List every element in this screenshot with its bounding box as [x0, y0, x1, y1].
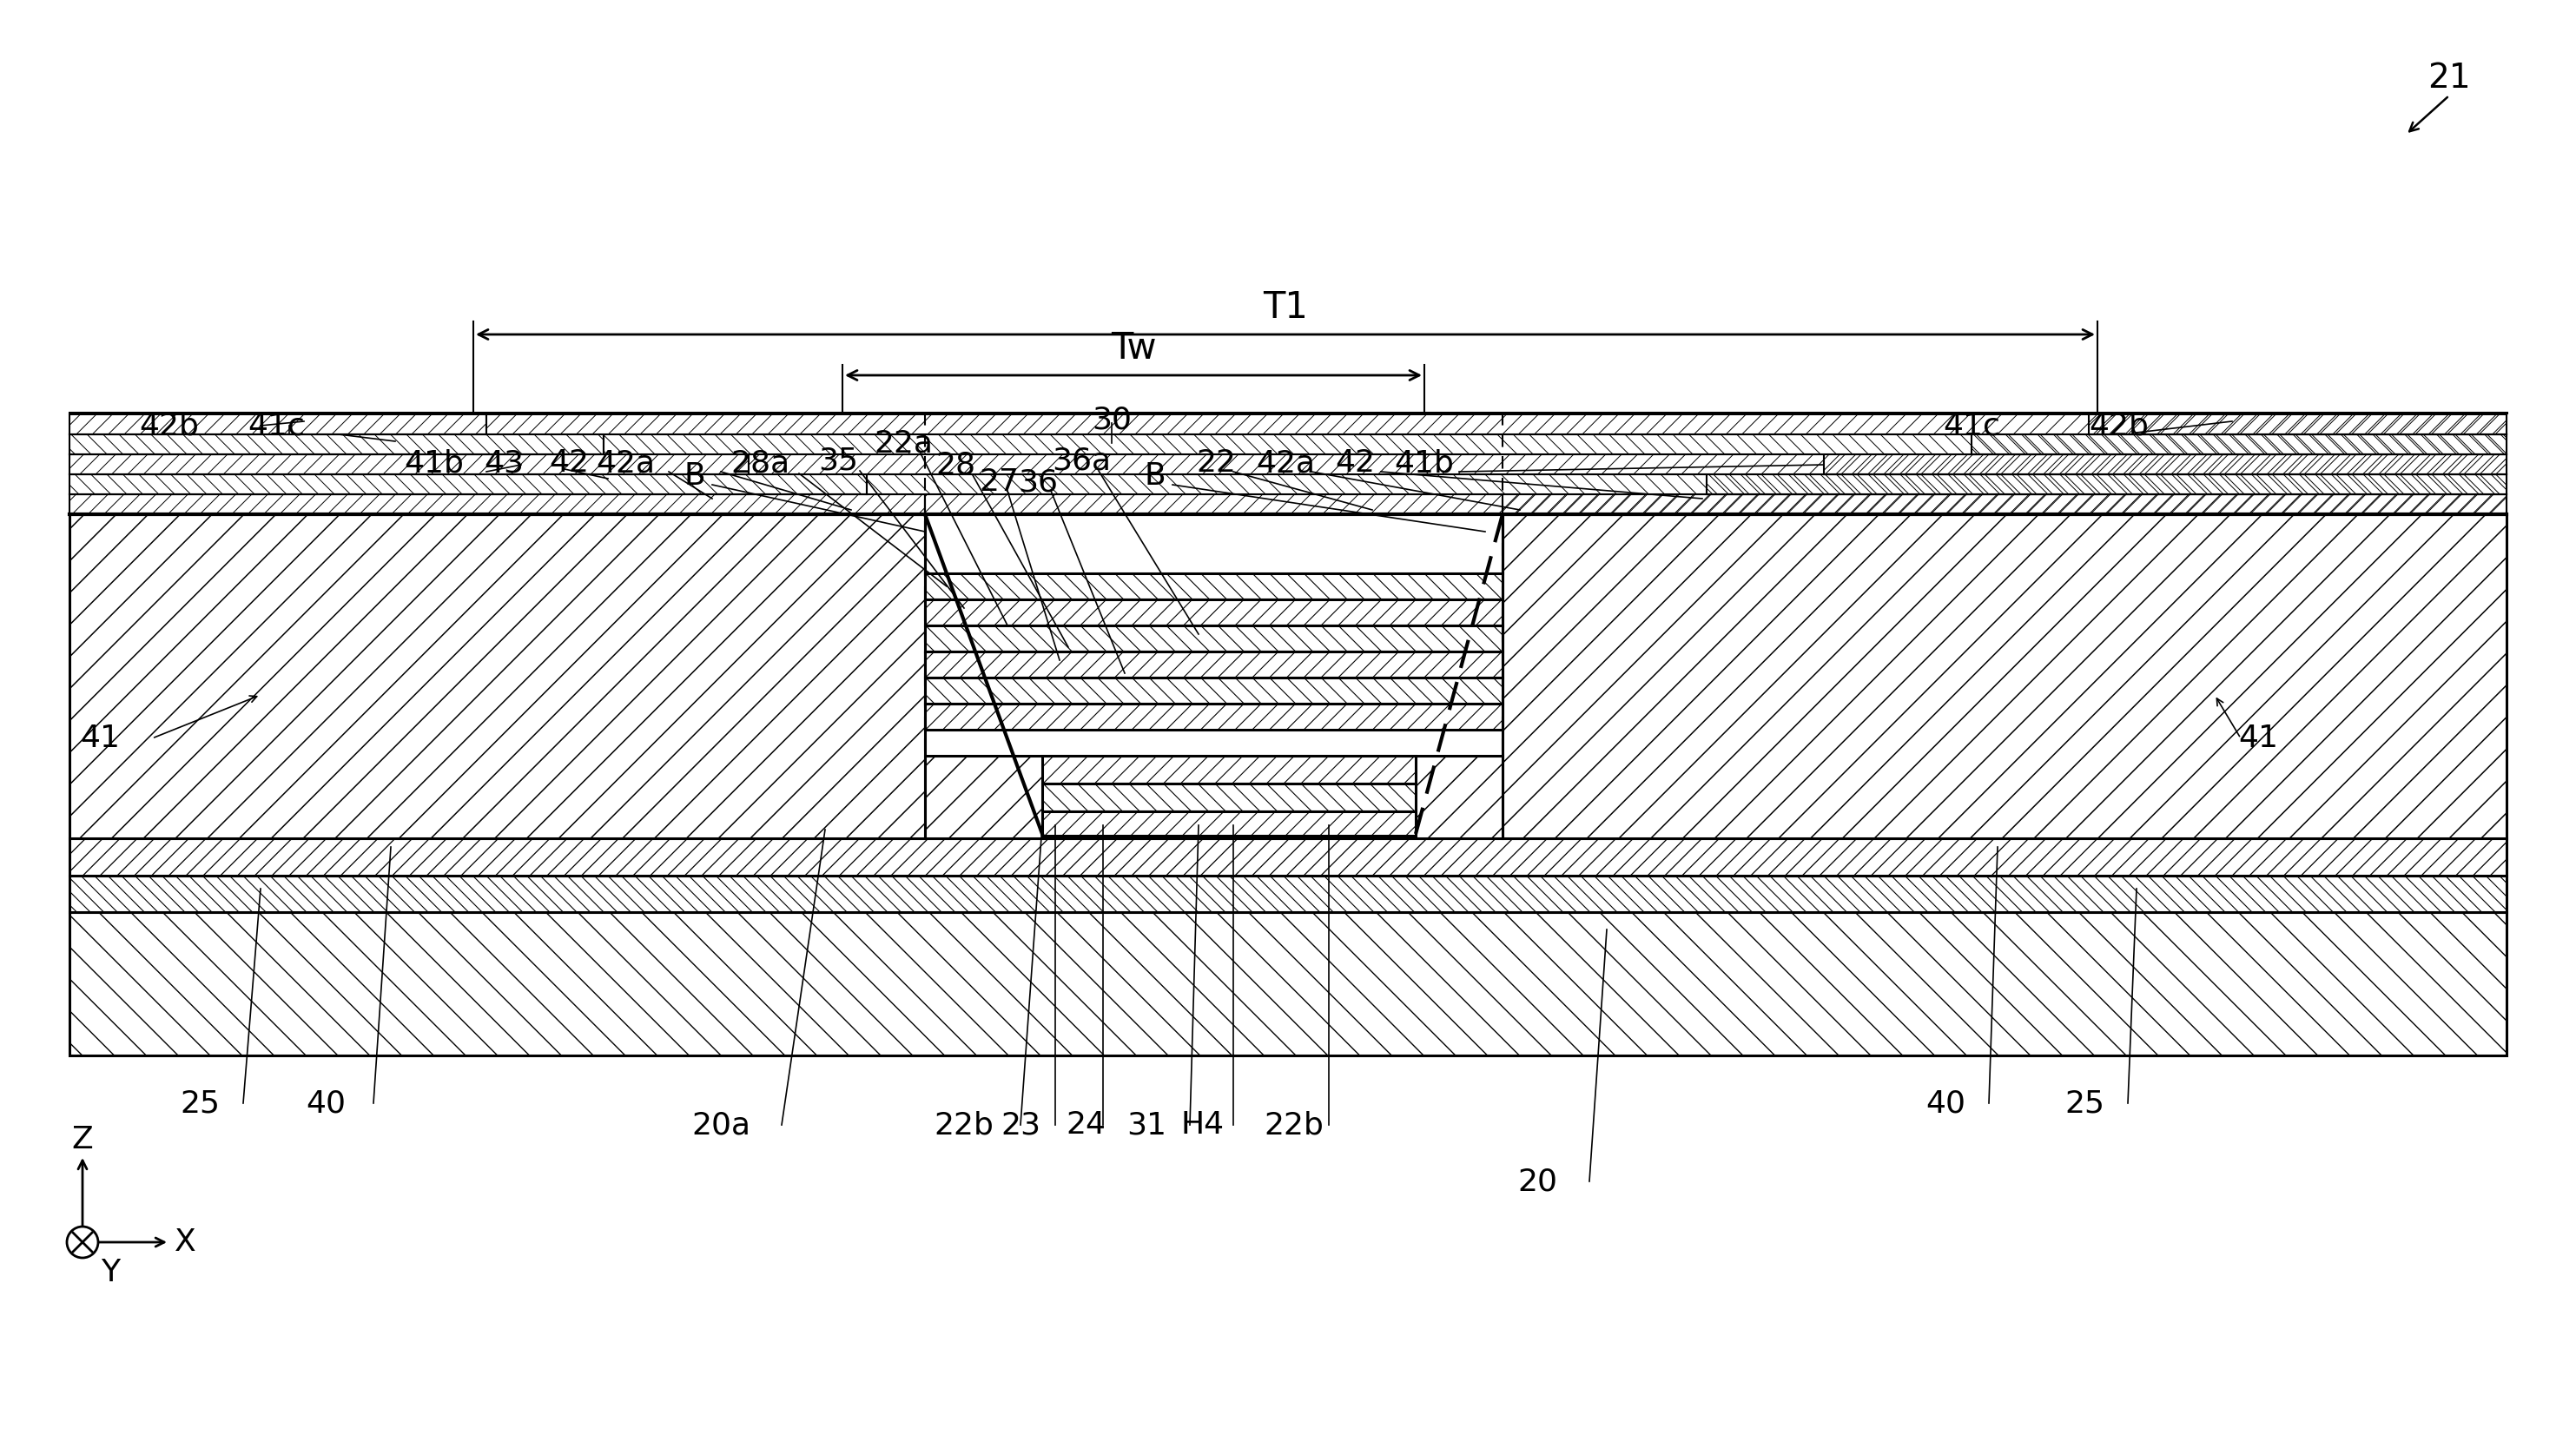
Text: 42a: 42a: [1257, 448, 1314, 477]
Text: 40: 40: [1924, 1089, 1965, 1118]
Text: T1: T1: [1262, 290, 1309, 326]
Text: 35: 35: [819, 446, 858, 476]
Polygon shape: [925, 652, 1502, 678]
Circle shape: [67, 1227, 98, 1257]
Text: B: B: [685, 461, 706, 490]
Text: 42b: 42b: [2089, 411, 2148, 440]
Polygon shape: [70, 474, 866, 495]
Text: Tw: Tw: [1110, 330, 1157, 366]
Text: Y: Y: [100, 1257, 121, 1288]
Polygon shape: [603, 434, 2506, 454]
Polygon shape: [487, 414, 2506, 434]
Text: 22: 22: [1195, 448, 1236, 477]
Text: 25: 25: [2063, 1089, 2105, 1118]
Text: 41b: 41b: [1394, 448, 1455, 477]
Text: 20a: 20a: [690, 1110, 750, 1139]
Text: 31: 31: [1126, 1110, 1167, 1139]
Text: 23: 23: [999, 1110, 1041, 1139]
Text: 24: 24: [1066, 1110, 1105, 1139]
Text: 20: 20: [1517, 1167, 1558, 1197]
Polygon shape: [70, 414, 487, 434]
Polygon shape: [1971, 434, 2506, 454]
Text: 28: 28: [935, 450, 976, 480]
Text: 36a: 36a: [1051, 446, 1110, 476]
Text: 22b: 22b: [1265, 1110, 1324, 1139]
Polygon shape: [925, 600, 1502, 626]
Polygon shape: [925, 756, 1502, 838]
Polygon shape: [70, 434, 603, 454]
Text: Z: Z: [72, 1125, 93, 1155]
Polygon shape: [70, 913, 2506, 1056]
Polygon shape: [70, 515, 925, 838]
Polygon shape: [70, 495, 925, 515]
Polygon shape: [70, 454, 750, 474]
Polygon shape: [1708, 474, 2506, 495]
Polygon shape: [925, 495, 2506, 515]
Polygon shape: [925, 678, 1502, 704]
Text: 41: 41: [2239, 724, 2277, 753]
Text: 40: 40: [307, 1089, 345, 1118]
Polygon shape: [2089, 414, 2506, 434]
Polygon shape: [1043, 756, 1417, 783]
Polygon shape: [70, 875, 2506, 913]
Text: 41b: 41b: [404, 448, 464, 477]
Text: X: X: [175, 1227, 196, 1257]
Text: 22a: 22a: [873, 428, 933, 457]
Polygon shape: [866, 474, 2506, 495]
Polygon shape: [925, 626, 1502, 652]
Polygon shape: [925, 574, 1502, 600]
Text: 41c: 41c: [247, 411, 304, 440]
Text: 36: 36: [1018, 467, 1059, 497]
Polygon shape: [750, 454, 2506, 474]
Text: 42: 42: [549, 448, 590, 477]
Text: 41: 41: [80, 724, 121, 753]
Text: 28a: 28a: [732, 448, 788, 477]
Polygon shape: [1824, 454, 2506, 474]
Text: 43: 43: [484, 448, 523, 477]
Text: 21: 21: [2427, 62, 2470, 95]
Text: 25: 25: [180, 1089, 219, 1118]
Text: 42a: 42a: [595, 448, 654, 477]
Text: 30: 30: [1092, 405, 1131, 434]
Polygon shape: [1502, 515, 2506, 838]
Text: 42b: 42b: [139, 411, 198, 440]
Text: H4: H4: [1182, 1110, 1224, 1139]
Polygon shape: [1043, 783, 1417, 812]
Text: 41c: 41c: [1942, 411, 1999, 440]
Polygon shape: [925, 704, 1502, 730]
Text: 42: 42: [1334, 448, 1376, 477]
Polygon shape: [1502, 495, 2506, 515]
Text: B: B: [1144, 461, 1167, 490]
Text: 27: 27: [979, 467, 1018, 497]
Polygon shape: [1043, 812, 1417, 836]
Text: 22b: 22b: [935, 1110, 994, 1139]
Polygon shape: [70, 838, 2506, 875]
